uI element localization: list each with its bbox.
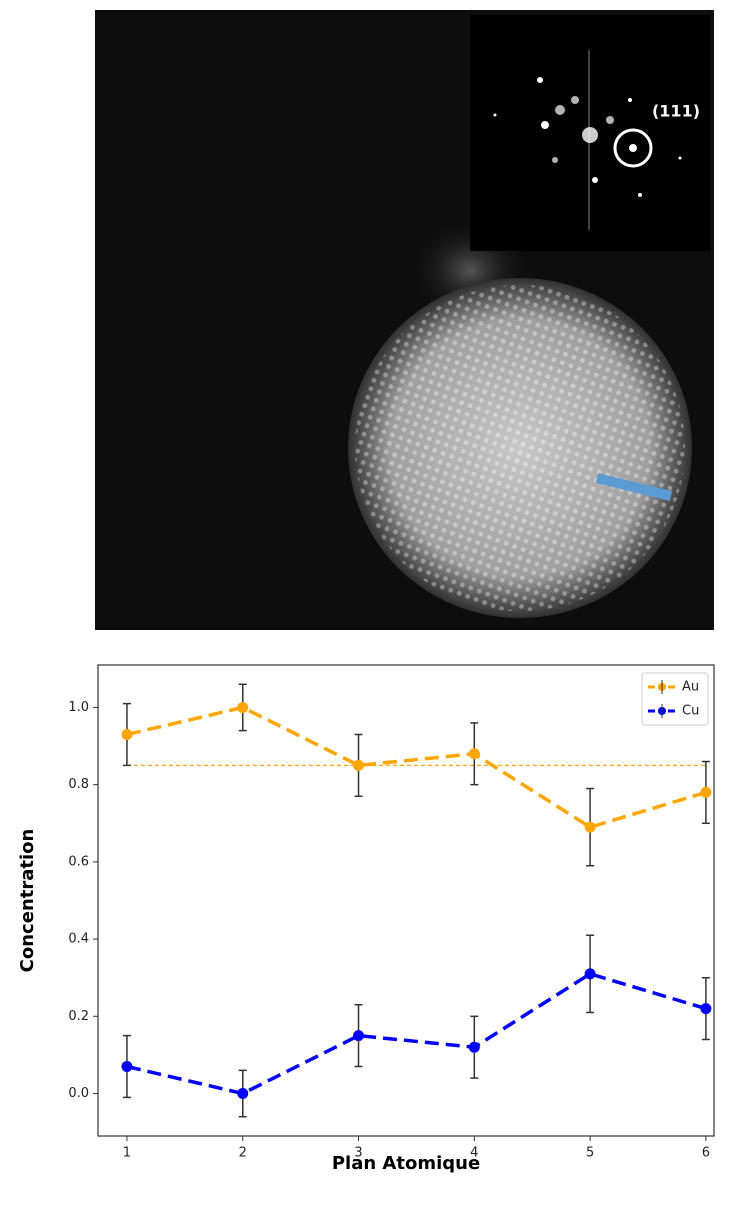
point: [700, 1003, 712, 1015]
y-tick-label: 0.8: [68, 777, 89, 792]
point: [237, 1088, 249, 1100]
y-tick-label: 0.2: [68, 1009, 89, 1024]
y-tick-label: 1.0: [68, 700, 89, 715]
plot-area: [97, 664, 715, 1137]
point: [121, 728, 133, 740]
point: [353, 1030, 365, 1042]
micrograph: (111): [95, 10, 714, 630]
x-tick-label: 2: [239, 1146, 247, 1161]
legend-label: Cu: [682, 704, 699, 719]
series-line: [126, 971, 707, 1096]
x-axis-label: Plan Atomique: [332, 1153, 480, 1174]
chart: 0.0 0.2 0.4 0.6 0.8 1.0 1 2 3 4 5 6 Plan Atomique Con…: [17, 664, 715, 1174]
series-line: [126, 705, 707, 830]
point: [468, 1041, 480, 1053]
x-tick-label: 6: [702, 1146, 710, 1161]
point: [353, 759, 365, 771]
legend-label: Au: [682, 680, 699, 695]
y-axis-label: Concentration: [17, 829, 38, 973]
y-tick-label: 0.0: [68, 1086, 89, 1101]
point: [584, 968, 596, 980]
x-tick-label: 1: [123, 1146, 131, 1161]
point: [237, 701, 249, 713]
y-tick-label: 0.6: [68, 854, 89, 869]
x-tick-label: 5: [586, 1146, 594, 1161]
y-tick-label: 0.4: [68, 932, 89, 947]
inset-label: (111): [652, 102, 700, 121]
x-tick-label: 3: [354, 1146, 362, 1161]
point: [468, 748, 480, 760]
point: [584, 821, 596, 833]
point: [700, 786, 712, 798]
x-tick-label: 4: [470, 1146, 478, 1161]
point: [121, 1061, 133, 1073]
